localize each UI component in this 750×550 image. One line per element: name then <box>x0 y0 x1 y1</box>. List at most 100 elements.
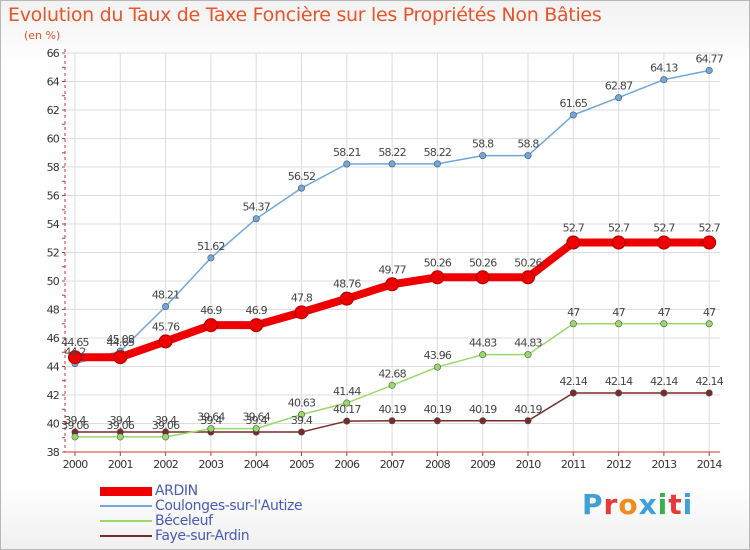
y-tick-label: 58 <box>47 161 60 174</box>
legend-label: Béceleuf <box>155 513 213 529</box>
data-point <box>433 417 441 425</box>
x-tick-label: 2001 <box>108 458 133 471</box>
y-tick-label: 60 <box>47 133 60 146</box>
x-tick-label: 2009 <box>470 458 496 471</box>
x-tick-label: 2011 <box>561 458 586 471</box>
data-label: 44.65 <box>107 336 135 349</box>
y-tick-labels: 38 40 42 44 46 48 50 52 54 56 58 60 62 64 66 <box>47 47 61 459</box>
data-point <box>162 433 170 441</box>
data-label: 40.19 <box>514 403 542 416</box>
data-point <box>524 351 532 359</box>
data-label: 42.14 <box>650 375 678 388</box>
data-point <box>479 417 487 425</box>
data-label: 51.62 <box>197 240 225 253</box>
data-label: 41.44 <box>333 385 361 398</box>
axes <box>62 49 720 456</box>
data-point <box>207 254 215 262</box>
data-label: 44.2 <box>64 346 85 359</box>
legend-swatch-beceleuf <box>100 520 152 522</box>
data-point <box>615 94 623 102</box>
data-label: 39.4 <box>200 414 222 427</box>
data-label: 56.52 <box>288 170 316 183</box>
x-tick-label: 2012 <box>606 458 631 471</box>
y-tick-label: 66 <box>47 47 60 60</box>
data-point <box>702 235 717 250</box>
data-point <box>569 111 577 119</box>
data-point <box>297 411 305 419</box>
data-point <box>479 152 487 160</box>
x-tick-label: 2008 <box>425 458 451 471</box>
data-points <box>68 67 717 441</box>
data-label: 52.7 <box>699 222 721 235</box>
x-tick-label: 2010 <box>516 458 542 471</box>
data-label: 39.64 <box>197 411 225 424</box>
data-label: 50.26 <box>469 256 497 269</box>
data-point <box>249 318 264 333</box>
logo-letter: r <box>603 488 619 521</box>
data-point <box>433 363 441 371</box>
data-label: 47 <box>703 306 716 319</box>
data-point <box>388 160 396 168</box>
data-label: 40.19 <box>378 403 406 416</box>
y-tick-label: 64 <box>47 76 60 89</box>
data-point <box>475 270 490 285</box>
logo-letter: x <box>638 488 658 521</box>
data-label: 61.65 <box>560 97 588 110</box>
x-tick-label: 2007 <box>380 458 406 471</box>
data-label: 39.64 <box>242 411 270 424</box>
data-label: 39.4 <box>246 414 268 427</box>
data-label: 40.19 <box>424 403 452 416</box>
data-label: 44.65 <box>61 336 89 349</box>
data-label: 58.22 <box>424 146 452 159</box>
data-point <box>113 350 128 365</box>
data-point <box>660 76 668 84</box>
data-point <box>158 334 173 349</box>
data-label: 40.17 <box>333 403 361 416</box>
data-label: 58.21 <box>333 146 361 159</box>
y-tick-label: 44 <box>47 361 60 374</box>
data-point <box>524 152 532 160</box>
data-point <box>385 277 400 292</box>
data-point <box>433 160 441 168</box>
data-label: 64.13 <box>650 62 678 75</box>
legend-item-faye: Faye-sur-Ardin <box>100 528 420 544</box>
legend-item-coulonges: Coulonges-sur-l'Autize <box>100 498 420 514</box>
data-label: 64.77 <box>695 53 723 66</box>
data-label: 45.08 <box>107 333 135 346</box>
legend-label: Faye-sur-Ardin <box>155 528 250 544</box>
chart-subtitle: (en %) <box>24 29 61 42</box>
legend-item-ardin: ARDIN <box>100 483 420 499</box>
legend-label: ARDIN <box>155 483 198 499</box>
data-label: 58.8 <box>472 138 494 151</box>
logo-letter: t <box>668 488 683 521</box>
data-label: 39.06 <box>61 419 89 432</box>
data-point <box>203 318 218 333</box>
data-point <box>388 381 396 389</box>
data-label: 43.96 <box>424 349 452 362</box>
proxiti-logo: Proxiti <box>582 488 693 521</box>
data-label: 49.77 <box>378 263 406 276</box>
data-point <box>660 320 668 328</box>
data-point <box>297 428 305 436</box>
y-tick-label: 62 <box>47 104 59 117</box>
logo-letter: P <box>582 488 604 521</box>
data-label: 52.7 <box>563 222 585 235</box>
logo-letter: i <box>657 488 669 521</box>
data-point <box>343 417 351 425</box>
data-point <box>615 320 623 328</box>
y-tick-label: 42 <box>47 389 59 402</box>
data-point <box>611 235 626 250</box>
data-label: 45.76 <box>152 320 180 333</box>
data-label: 50.26 <box>514 256 542 269</box>
data-label: 54.37 <box>242 201 270 214</box>
grid-lines <box>65 52 720 453</box>
data-label: 58.8 <box>517 138 539 151</box>
data-label: 47 <box>567 306 580 319</box>
data-point <box>343 399 351 407</box>
data-label: 42.68 <box>378 367 406 380</box>
y-tick-label: 52 <box>47 247 59 260</box>
data-point <box>252 425 260 433</box>
data-label: 39.4 <box>64 414 86 427</box>
data-label: 52.7 <box>608 222 630 235</box>
logo-letter: i <box>682 488 694 521</box>
